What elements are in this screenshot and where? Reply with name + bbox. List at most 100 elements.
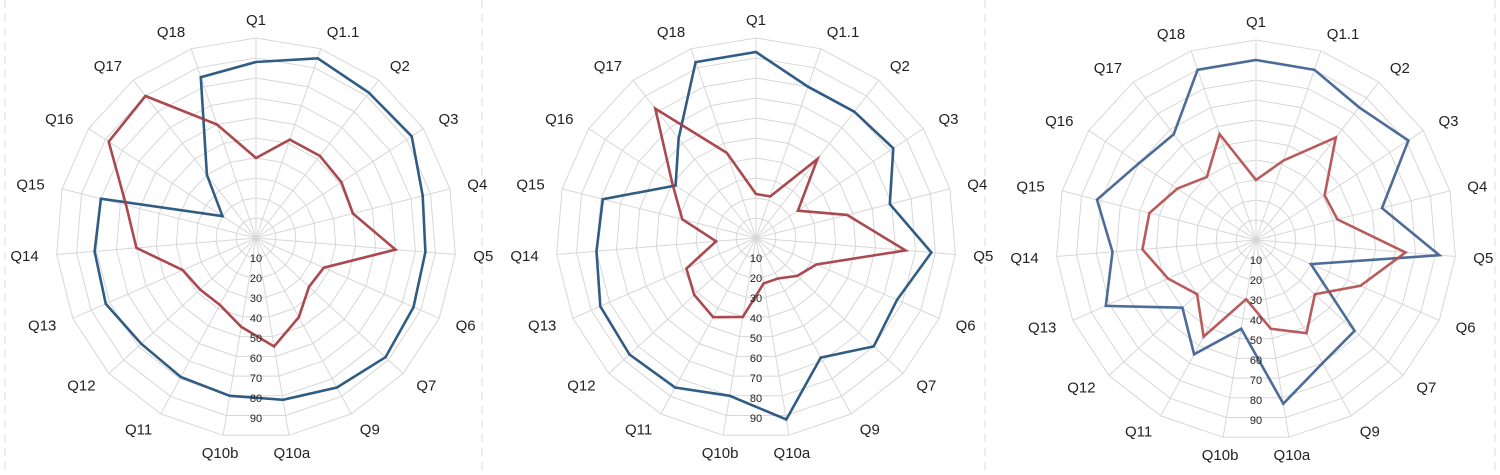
spoke-Q4 (755, 188, 951, 239)
spoke-Q9 (1255, 239, 1352, 417)
grid-ring-10 (735, 217, 777, 259)
spoke-Q2 (255, 79, 380, 239)
axis-label-Q13: Q13 (28, 318, 56, 335)
axis-label-Q16: Q16 (545, 111, 573, 128)
spoke-Q6 (755, 237, 940, 319)
spoke-Q15 (1061, 190, 1257, 241)
axis-label-Q7: Q7 (416, 378, 436, 395)
axis-label-Q11: Q11 (625, 422, 652, 439)
axis-label-Q12: Q12 (1067, 380, 1095, 397)
grid-ring-70 (115, 97, 397, 377)
grid-ring-10 (235, 217, 277, 259)
spoke-Q11 (1160, 239, 1257, 417)
series-line-2 (107, 94, 399, 349)
axis-label-Q10b: Q10b (1202, 447, 1239, 464)
grid-ring-40 (675, 157, 837, 318)
grid-ring-10 (1235, 219, 1277, 261)
grid-ring-60 (1135, 119, 1377, 359)
tick-label-90: 90 (250, 413, 262, 425)
grid-ring-100 (556, 37, 956, 436)
axis-label-Q14: Q14 (10, 248, 38, 265)
grid-ring-40 (1175, 159, 1337, 320)
grid-ring-50 (655, 137, 857, 338)
spoke-Q10b (722, 237, 757, 436)
axis-label-Q3: Q3 (439, 111, 459, 128)
series-line-1 (595, 50, 934, 422)
axis-label-Q3: Q3 (939, 111, 959, 128)
spoke-Q11 (160, 237, 257, 415)
tick-label-30: 30 (250, 293, 262, 305)
axis-label-Q2: Q2 (1390, 60, 1410, 77)
radar-chart-1: Q1 Q1.1 Q2 Q3 Q4 Q5 Q6 Q7 Q9 Q10a Q10b Q11 Q12 Q13 Q14… (10, 12, 493, 462)
axis-label-Q9: Q9 (1360, 424, 1380, 441)
tick-label-60: 60 (1250, 355, 1262, 367)
spoke-Q12 (108, 237, 257, 374)
axis-label-Q13: Q13 (1028, 320, 1056, 337)
spoke-Q6 (255, 237, 440, 319)
tick-label-10: 10 (1250, 255, 1262, 267)
spoke-Q7 (1255, 239, 1404, 376)
spoke-Q7 (255, 237, 404, 374)
grid-ring-60 (135, 117, 377, 357)
spoke-Q13 (1072, 239, 1257, 321)
axis-label-Q1: Q1 (246, 12, 266, 29)
grid-ring-100 (56, 37, 456, 436)
spoke-Q18 (1190, 50, 1257, 241)
axis-label-Q1.1: Q1.1 (827, 24, 860, 41)
spoke-Q17 (1132, 81, 1257, 241)
series-line-1 (93, 56, 427, 402)
tick-label-60: 60 (250, 353, 262, 365)
tick-label-20: 20 (750, 273, 762, 285)
axis-label-Q4: Q4 (967, 177, 987, 194)
axis-label-Q15: Q15 (16, 177, 44, 194)
spoke-Q14 (556, 237, 757, 255)
axis-label-Q9: Q9 (860, 422, 880, 439)
grid-ring-80 (1095, 79, 1417, 399)
radar-chart-3: Q1 Q1.1 Q2 Q3 Q4 Q5 Q6 Q7 Q9 Q10a Q10b Q11 Q12 Q13 Q14… (1010, 14, 1493, 464)
axis-label-Q2: Q2 (390, 58, 410, 75)
axis-label-Q5: Q5 (473, 248, 493, 265)
grid-ring-50 (1155, 139, 1357, 340)
tick-label-50: 50 (250, 333, 262, 345)
spoke-Q9 (255, 237, 352, 415)
spoke-Q10b (222, 237, 257, 436)
axis-label-Q13: Q13 (528, 318, 556, 335)
axis-label-Q14: Q14 (510, 248, 538, 265)
spoke-Q13 (72, 237, 257, 319)
axis-label-Q1.1: Q1.1 (1327, 26, 1360, 43)
tick-label-80: 80 (250, 393, 262, 405)
grid-ring-30 (1195, 179, 1317, 300)
grid-ring-80 (95, 77, 417, 397)
axis-label-Q1.1: Q1.1 (327, 24, 360, 41)
axis-label-Q7: Q7 (916, 378, 936, 395)
axis-label-Q10a: Q10a (1274, 447, 1311, 464)
grid-ring-20 (215, 197, 297, 278)
axis-label-Q16: Q16 (1045, 113, 1073, 130)
axis-label-Q5: Q5 (1473, 250, 1493, 267)
axis-label-Q11: Q11 (1125, 424, 1152, 441)
axis-label-Q1: Q1 (1246, 14, 1266, 31)
tick-label-70: 70 (250, 373, 262, 385)
spoke-Q5 (755, 237, 956, 255)
grid-ring-20 (715, 197, 797, 278)
spoke-Q13 (572, 237, 757, 319)
spoke-Q1.1 (1255, 50, 1322, 241)
tick-label-40: 40 (1250, 315, 1262, 327)
tick-label-70: 70 (1250, 375, 1262, 387)
spoke-Q3 (1255, 130, 1424, 241)
grid-ring-70 (1115, 99, 1397, 379)
axis-label-Q6: Q6 (956, 318, 976, 335)
axis-label-Q4: Q4 (467, 177, 487, 194)
spoke-Q12 (608, 237, 757, 374)
tick-label-90: 90 (1250, 415, 1262, 427)
spoke-Q10b (1222, 239, 1257, 438)
axis-label-Q2: Q2 (890, 58, 910, 75)
spoke-Q16 (1088, 130, 1257, 241)
axis-label-Q10b: Q10b (202, 445, 239, 462)
axis-label-Q17: Q17 (1094, 60, 1122, 77)
spoke-Q9 (755, 237, 852, 415)
spoke-Q10a (255, 237, 290, 436)
grid-ring-90 (576, 57, 936, 416)
spoke-Q14 (1056, 239, 1257, 257)
tick-label-10: 10 (750, 253, 762, 265)
